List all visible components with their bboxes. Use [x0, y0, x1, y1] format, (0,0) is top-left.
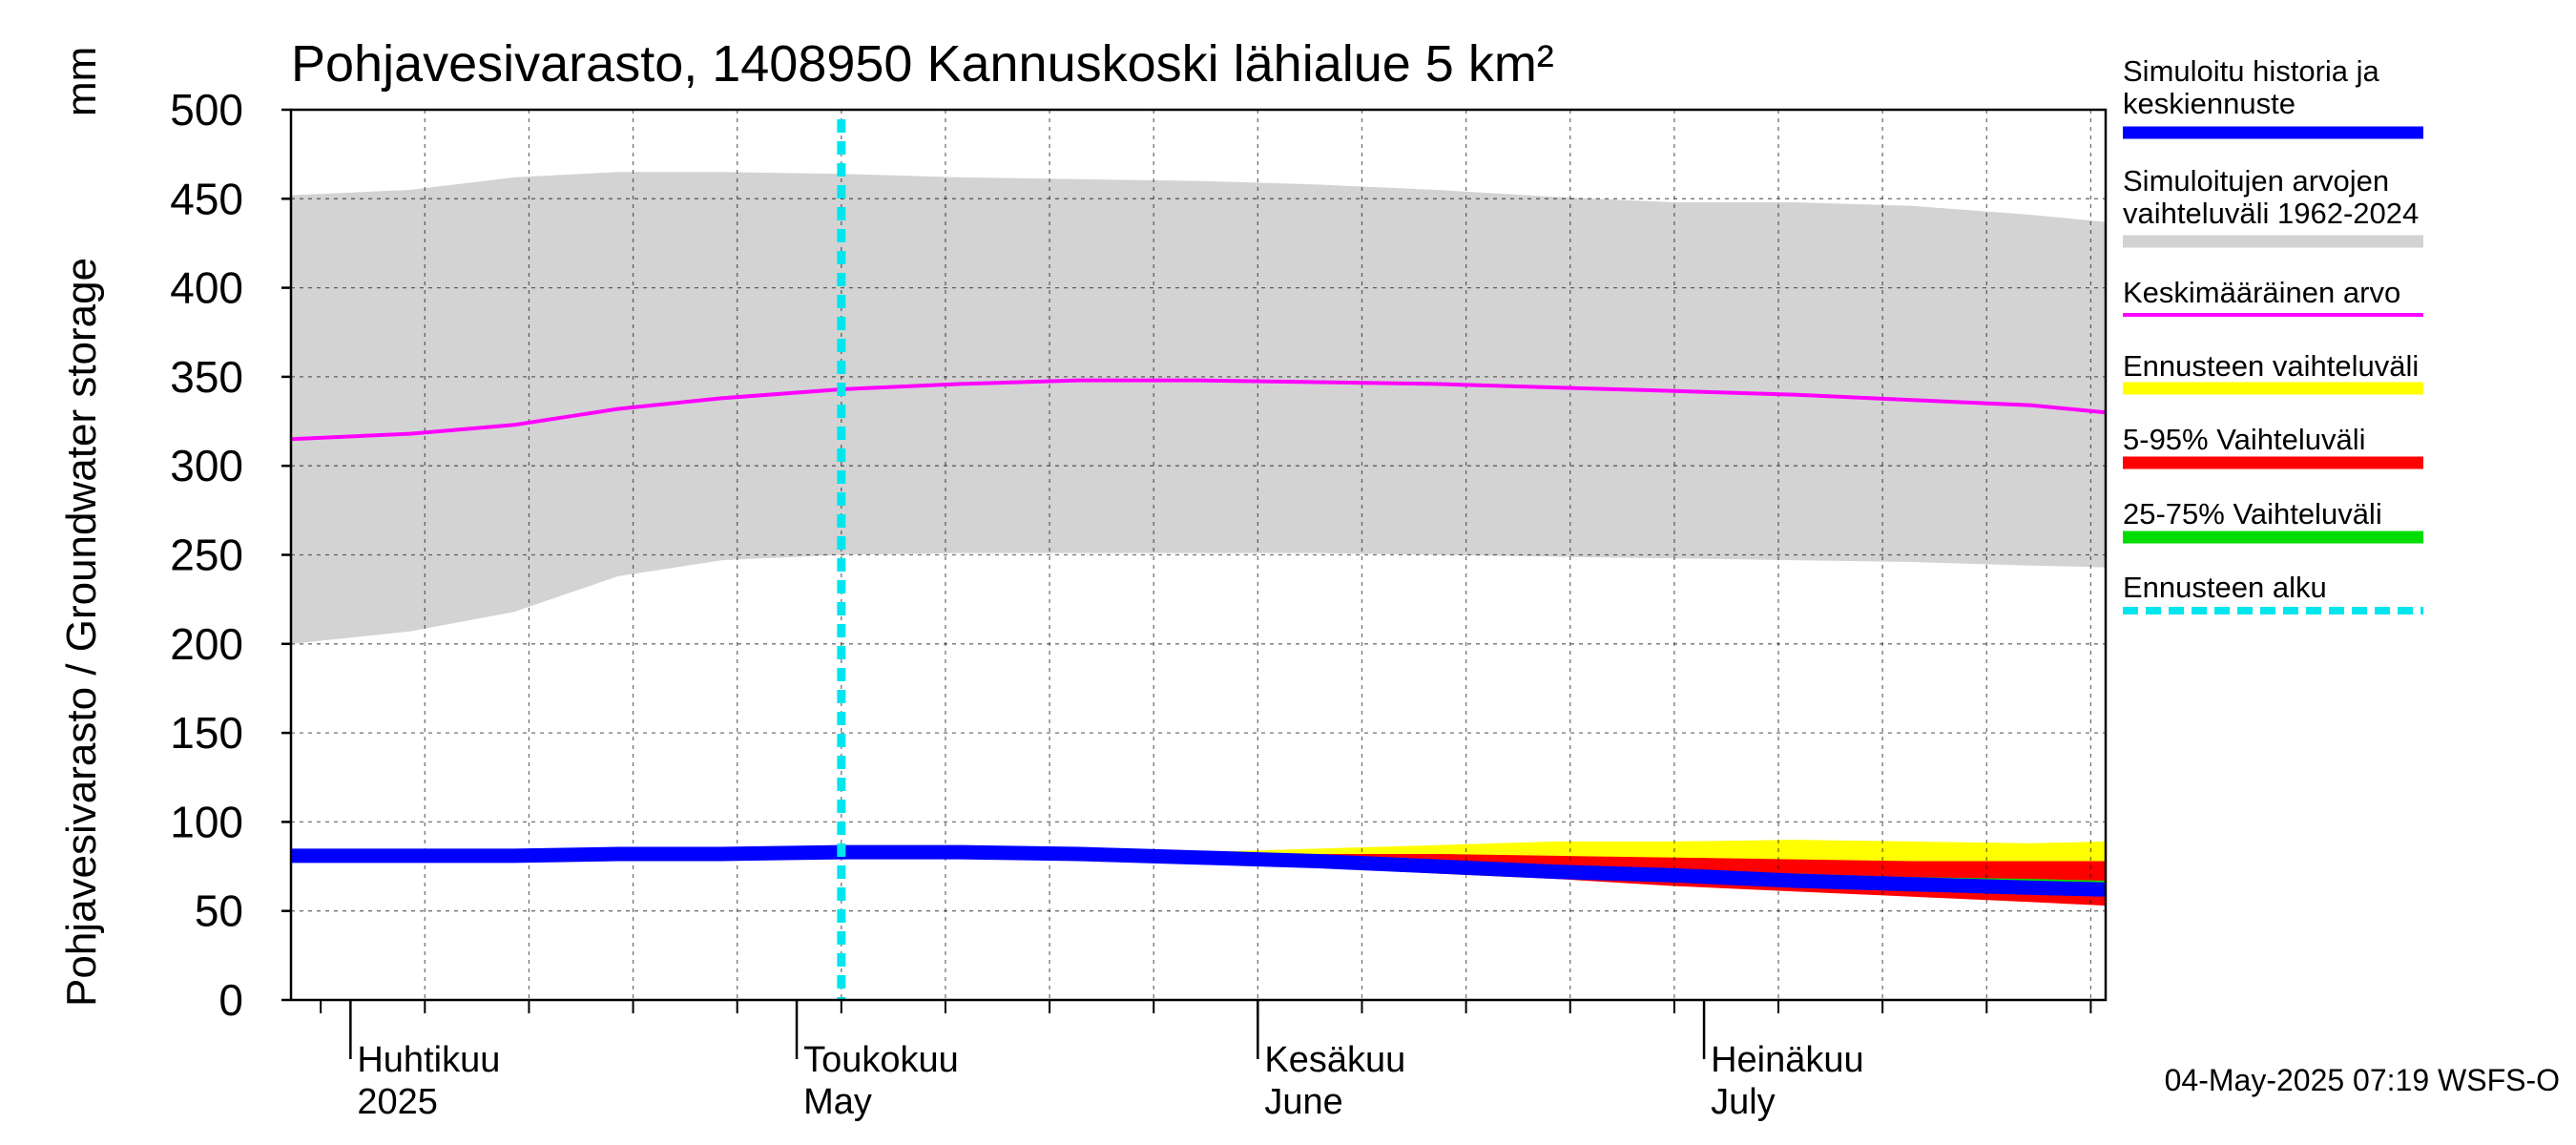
legend-label: Ennusteen vaihteluväli [2123, 349, 2419, 383]
y-tick-label: 0 [218, 975, 243, 1025]
axes: 0 50 100 150 200 250 300 350 400 450 500 Huhtikuu20… [170, 85, 2108, 1122]
y-tick-label: 50 [195, 886, 243, 936]
x-month-label: Huhtikuu [357, 1040, 500, 1080]
y-axis-label: Pohjavesivarasto / Groundwater storage [58, 258, 105, 1007]
x-month-sublabel: June [1264, 1082, 1342, 1122]
x-month-label: Heinäkuu [1711, 1040, 1864, 1080]
simulated-range-band [291, 172, 2106, 644]
legend-item: 25-75% Vaihteluväli [2123, 497, 2423, 544]
footer-timestamp: 04-May-2025 07:19 WSFS-O [2165, 1063, 2560, 1097]
y-tick-label: 150 [170, 708, 243, 758]
x-month-label: Toukokuu [803, 1040, 959, 1080]
legend-item: 5-95% Vaihteluväli [2123, 423, 2423, 469]
x-month-label: Kesäkuu [1264, 1040, 1405, 1080]
y-axis-unit: mm [58, 47, 105, 116]
x-month-sublabel: 2025 [357, 1082, 438, 1122]
x-month-sublabel: July [1711, 1082, 1776, 1122]
legend-item: Ennusteen alku [2123, 571, 2423, 614]
legend-label: Simuloitu historia ja [2123, 54, 2380, 88]
legend-item: Keskimääräinen arvo [2123, 276, 2423, 317]
y-tick-label: 300 [170, 441, 243, 490]
y-tick-label: 450 [170, 174, 243, 223]
x-month-sublabel: May [803, 1082, 872, 1122]
range-5-95-band [841, 852, 2106, 906]
legend-label: keskiennuste [2123, 87, 2296, 120]
y-tick-label: 200 [170, 619, 243, 669]
y-tick-label: 400 [170, 263, 243, 313]
legend-label: Keskimääräinen arvo [2123, 276, 2400, 309]
legend: Simuloitu historia jakeskiennusteSimuloi… [2123, 54, 2423, 614]
y-tick-label: 100 [170, 797, 243, 846]
legend-label: 25-75% Vaihteluväli [2123, 497, 2382, 531]
legend-label: vaihteluväli 1962-2024 [2123, 197, 2419, 230]
legend-label: Simuloitujen arvojen [2123, 164, 2389, 198]
plot-area [290, 109, 2107, 1000]
y-tick-label: 250 [170, 531, 243, 580]
chart-title: Pohjavesivarasto, 1408950 Kannuskoski lä… [291, 35, 1554, 93]
y-tick-label: 500 [170, 85, 243, 135]
legend-item: Ennusteen vaihteluväli [2123, 349, 2423, 395]
mean-line [290, 378, 2107, 442]
legend-label: Ennusteen alku [2123, 571, 2327, 604]
y-tick-label: 350 [170, 352, 243, 402]
simulated-history-line [291, 844, 2107, 897]
legend-label: 5-95% Vaihteluväli [2123, 423, 2365, 456]
